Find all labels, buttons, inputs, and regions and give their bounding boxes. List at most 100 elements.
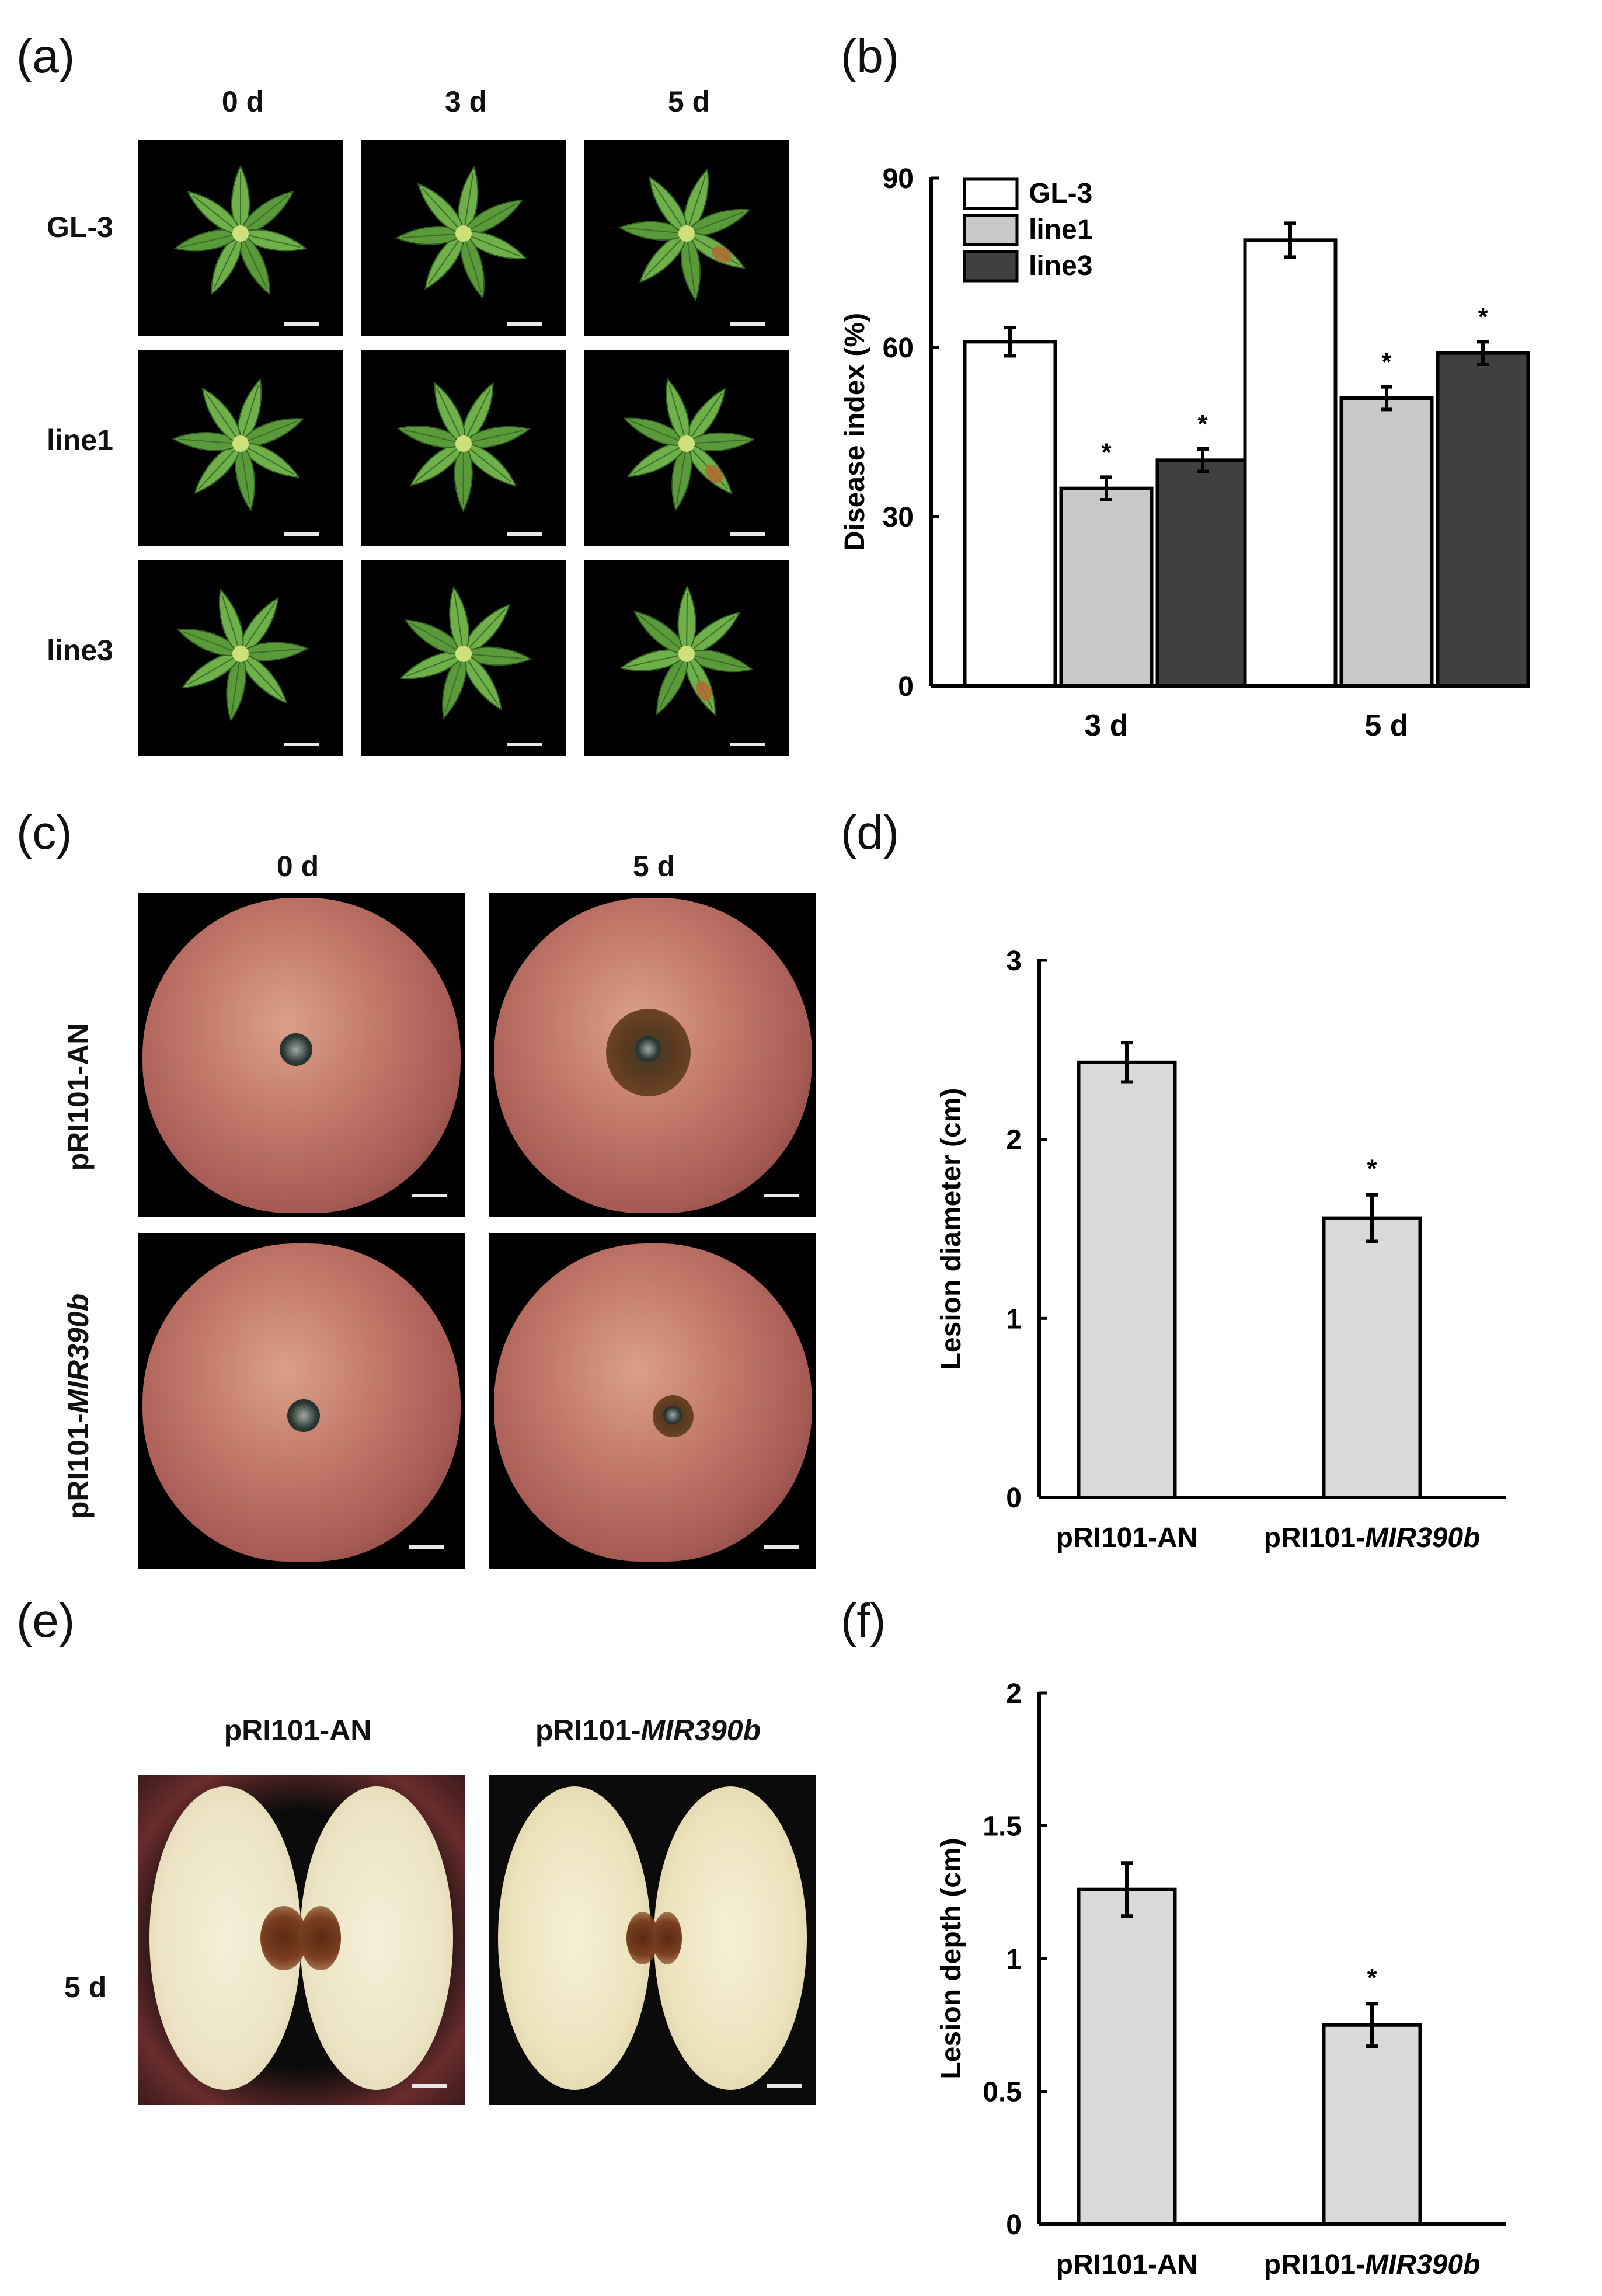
panel-e-col-label-an: pRI101-AN — [224, 1714, 372, 1747]
panel-c-letter: (c) — [16, 806, 72, 859]
panel-a-leaf-vein — [463, 203, 517, 234]
panel-d-letter: (d) — [841, 806, 900, 859]
panel-a-leaf-vein — [192, 194, 241, 234]
panel-a-row-label-gl3: GL-3 — [47, 211, 113, 243]
panel-a-leaf-vein — [668, 385, 687, 444]
panel-e-scale-bar — [412, 2084, 447, 2088]
y-tick-label: 2 — [1006, 1125, 1022, 1156]
panel-a-leaf-lesion — [712, 246, 732, 263]
panel-b-bar-chart: 0 30 60 90 Disease index (%) * * 3 d * * 5 d GL-3 li… — [840, 163, 1530, 743]
panel-a-leaf-vein — [643, 233, 687, 278]
panel-a-leaf-vein — [625, 227, 687, 234]
panel-a-plant-rosette — [173, 165, 308, 295]
panel-a-col-label-5d: 5 d — [667, 85, 711, 118]
bar-line3 — [1436, 351, 1530, 688]
x-tick-label: pRI101-AN — [1056, 2249, 1198, 2280]
panel-a-leaf — [649, 176, 688, 235]
significance-marker: * — [1367, 1963, 1377, 1992]
legend-swatch-GL-3 — [963, 177, 1019, 210]
panel-a-leaf-vein — [686, 233, 696, 295]
panel-c-scale-bar — [412, 1194, 447, 1197]
bar-pri101-mir390b — [1322, 1216, 1422, 1499]
panel-a-scale-bar — [507, 322, 542, 326]
bar-line1 — [1339, 396, 1434, 688]
panel-f-bar-chart: 0 0.5 1 1.5 2 Lesion depth (cm) pRI101-AN * pRI1… — [936, 1678, 1506, 2280]
panel-a-row-label-line3: line3 — [47, 634, 113, 667]
x-tick-label-prefix: pRI101- — [1264, 2249, 1365, 2280]
y-tick-label: 1.5 — [983, 1811, 1022, 1842]
panel-a-leaf-vein — [198, 443, 241, 489]
y-tick-label: 30 — [883, 502, 914, 533]
panel-a-plant-center — [678, 646, 695, 662]
panel-a-plant-center — [232, 225, 249, 242]
panel-a-leaf-vein — [240, 385, 259, 444]
panel-a-leaf — [187, 190, 242, 235]
panel-a-row-label-line1: line1 — [47, 424, 113, 457]
panel-a-leaf-vein — [205, 392, 241, 444]
panel-a-leaf-vein — [652, 182, 687, 234]
y-tick-label: 0.5 — [983, 2077, 1022, 2108]
panel-a-col-label-3d: 3 d — [444, 85, 487, 118]
panel-a-leaf-vein — [221, 595, 241, 654]
x-tick-label-italic: MIR390b — [1365, 2249, 1480, 2280]
panel-a-leaf-vein — [444, 653, 464, 713]
panel-a-photo-line3-5d — [584, 560, 789, 756]
panel-a-plant-rosette — [395, 166, 527, 299]
panel-a-leaf-lesion — [705, 465, 723, 483]
panel-a-leaf-vein — [240, 602, 276, 654]
panel-e-col-label-mir390b-italic: MIR390b — [640, 1714, 761, 1747]
panel-e-row-label: 5 d — [64, 1971, 107, 2004]
panel-a-photo-line1-5d — [584, 350, 789, 546]
panel-a-leaf-vein — [240, 648, 302, 654]
bar-pri101-an — [1077, 1887, 1177, 2226]
x-tick-label-prefix: pRI101- — [1264, 1522, 1365, 1553]
panel-a-plant-rosette — [618, 168, 751, 302]
panel-a-leaf-vein — [463, 233, 521, 257]
panel-a-leaf-vein — [240, 420, 298, 444]
panel-a-leaf-vein — [686, 211, 744, 234]
panel-a-plant-rosette — [623, 378, 755, 511]
significance-marker: * — [1478, 302, 1488, 331]
x-tick-label: pRI101-MIR390b — [1264, 2249, 1481, 2280]
y-tick-label: 60 — [883, 333, 914, 364]
y-tick-label: 3 — [1006, 946, 1022, 977]
panel-a-leaf-vein — [410, 622, 464, 654]
panel-b-letter: (b) — [841, 30, 900, 83]
panel-a-plant-center — [678, 225, 695, 242]
y-tick-label: 0 — [1006, 1483, 1022, 1514]
panel-a-photo-gl3-5d — [584, 140, 789, 336]
panel-a-leaf-vein — [676, 443, 687, 504]
x-tick-label: pRI101-AN — [1056, 1522, 1198, 1553]
panel-a-leaf-vein — [463, 173, 474, 234]
panel-a-leaf — [671, 443, 692, 511]
panel-c-row-label-mir390b-italic: MIR390b — [62, 1293, 95, 1414]
panel-a-leaf-vein — [406, 653, 464, 677]
panel-a-leaf-vein — [626, 653, 687, 668]
panel-a-leaf — [685, 443, 733, 494]
panel-c-photo-mir390b-5d — [489, 1233, 816, 1569]
panel-a-leaf-vein — [686, 439, 748, 444]
y-tick-label: 90 — [883, 163, 914, 194]
panel-a-plant-center — [232, 435, 249, 452]
panel-d-bar-chart: 0 1 2 3 Lesion diameter (cm) pRI101-AN * pRI101… — [936, 946, 1506, 1553]
panel-a-plant-center — [232, 646, 249, 662]
panel-c-photo-mir390b-0d — [138, 1233, 465, 1569]
panel-e-col-label-mir390b: pRI101-MIR390b — [485, 1713, 812, 1747]
x-tick-label: 5 d — [1364, 709, 1408, 743]
significance-marker: * — [1381, 348, 1392, 377]
panel-e-photo-an — [138, 1775, 465, 2105]
panel-a-leaf-vein — [463, 388, 491, 444]
panel-a-leaf-vein — [402, 233, 464, 239]
panel-a-col-label-0d: 0 d — [221, 85, 264, 118]
panel-a-leaf-vein — [463, 653, 499, 705]
panel-a-letter: (a) — [16, 30, 75, 83]
panel-a-leaf-vein — [183, 631, 241, 654]
panel-c-inoculation-site — [280, 1033, 312, 1066]
panel-c-scale-bar — [764, 1545, 799, 1549]
panel-a-leaf-vein — [415, 443, 464, 482]
panel-a-plant-center — [455, 435, 472, 452]
panel-e-photo-mir390b — [489, 1775, 816, 2105]
panel-c-col-label-5d: 5 d — [632, 850, 675, 883]
panel-a-leaf-vein — [463, 653, 525, 660]
x-tick-label-prefix: pRI101-AN — [1056, 2249, 1198, 2280]
